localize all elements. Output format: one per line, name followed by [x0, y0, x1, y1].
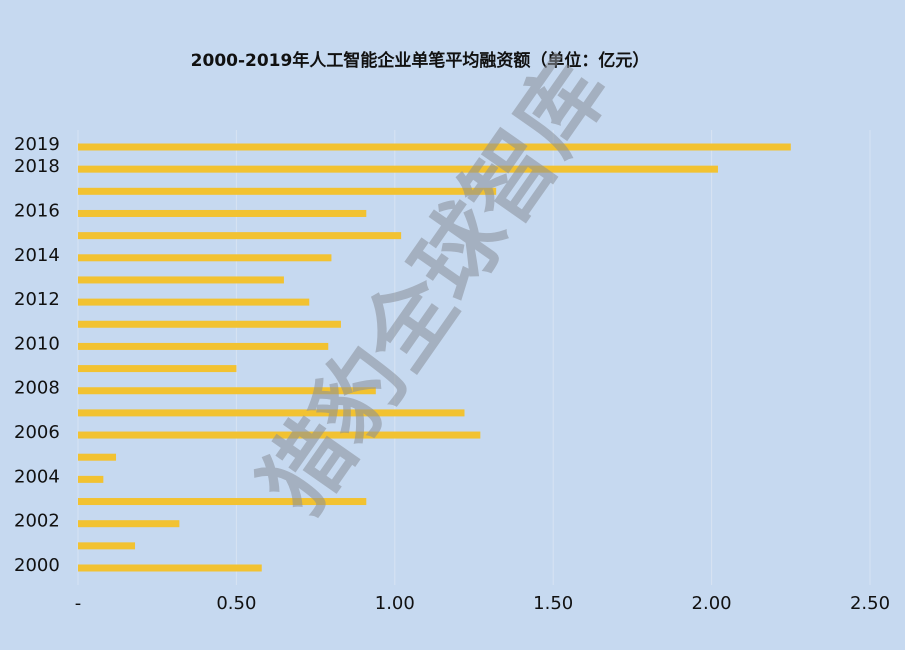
chart-title: 2000-2019年人工智能企业单笔平均融资额（单位：亿元） — [191, 50, 650, 71]
y-tick-label: 2000 — [14, 555, 60, 576]
bar — [78, 542, 136, 550]
y-tick-label: 2019 — [14, 134, 60, 155]
y-tick-label: 2014 — [14, 245, 60, 266]
y-tick-label: 2018 — [14, 156, 60, 177]
bar — [78, 431, 481, 439]
y-tick-label: 2002 — [14, 511, 60, 532]
bar — [78, 387, 376, 395]
bar — [78, 232, 402, 240]
y-tick-label: 2008 — [14, 378, 60, 399]
y-tick-label: 2004 — [14, 466, 60, 487]
bar — [78, 475, 104, 483]
y-tick-label: 2010 — [14, 333, 60, 354]
watermark: 猎豹全球智库 — [241, 40, 628, 532]
bar — [78, 276, 284, 284]
bar — [78, 165, 718, 173]
y-tick-label: 2012 — [14, 289, 60, 310]
bar — [78, 564, 262, 572]
x-tick-label: 1.00 — [375, 593, 415, 614]
x-tick-label: 1.50 — [533, 593, 573, 614]
bar — [78, 254, 332, 262]
bar — [78, 320, 341, 328]
y-tick-label: 2006 — [14, 422, 60, 443]
bar — [78, 520, 180, 528]
bar — [78, 342, 329, 350]
bar — [78, 187, 497, 195]
bar — [78, 143, 791, 151]
x-tick-label: 2.50 — [850, 593, 890, 614]
x-tick-label: 0.50 — [216, 593, 256, 614]
x-tick-label: - — [75, 593, 82, 614]
y-tick-label: 2016 — [14, 200, 60, 221]
bar — [78, 298, 310, 306]
bar — [78, 453, 117, 461]
bar — [78, 209, 367, 217]
bar — [78, 365, 237, 373]
bar — [78, 409, 465, 417]
x-tick-label: 2.00 — [692, 593, 732, 614]
bar — [78, 498, 367, 506]
